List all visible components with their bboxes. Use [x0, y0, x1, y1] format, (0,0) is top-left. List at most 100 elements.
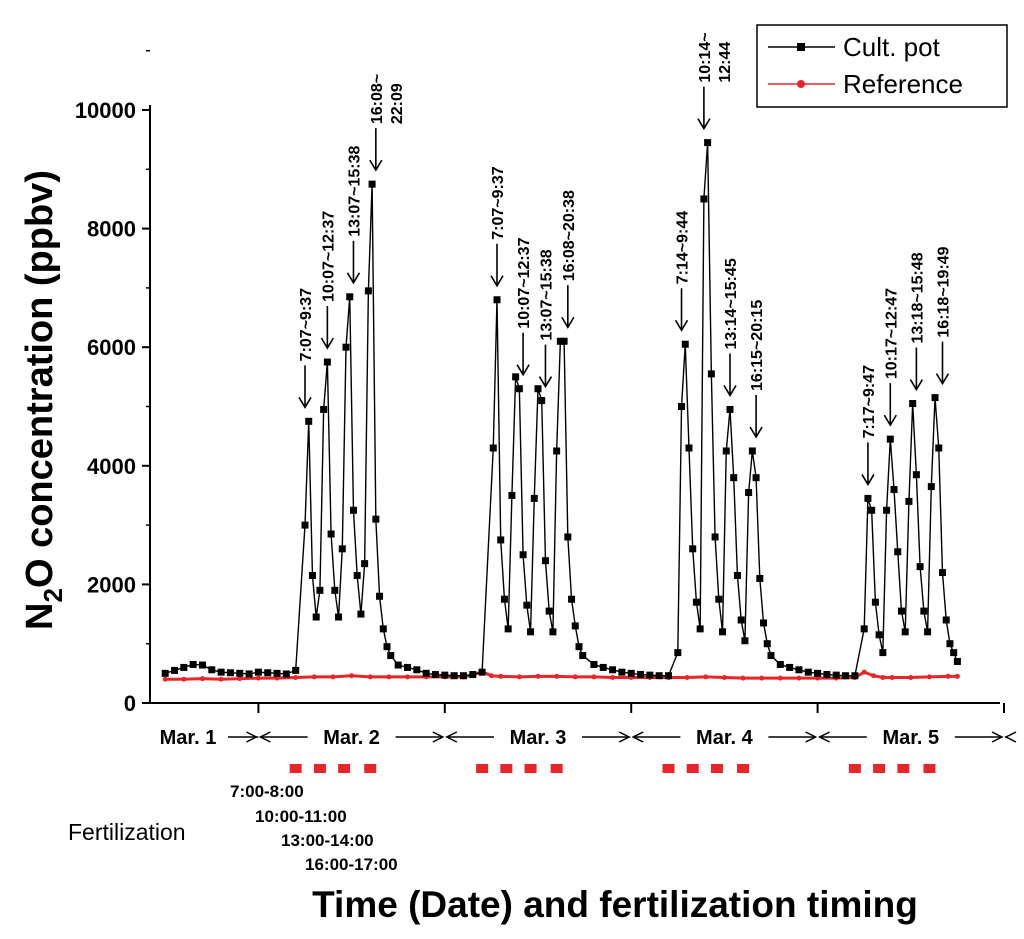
peak-annotation: 13:18~15:48 — [909, 252, 926, 392]
peak-annotation: 7:07~9:37 — [298, 288, 315, 409]
cult-pot-point — [627, 669, 635, 677]
cult-pot-point — [912, 471, 920, 479]
fertilization-mark — [848, 764, 861, 773]
cult-pot-point — [883, 506, 891, 514]
annotation-arrow-head — [909, 379, 924, 392]
reference-point — [554, 673, 560, 679]
cult-pot-point — [704, 139, 712, 147]
peak-annotation: 7:17~9:47 — [861, 365, 878, 486]
reference-point — [777, 675, 783, 681]
cult-pot-point — [795, 666, 803, 674]
cult-pot-point — [493, 296, 501, 304]
cult-pot-point — [842, 672, 850, 680]
annotation-label: 10:07~12:37 — [320, 211, 337, 302]
fertilization-mark — [873, 764, 886, 773]
annotation-arrow-head — [674, 319, 689, 332]
day-arrow-head — [618, 731, 631, 743]
peak-annotation: 7:14~9:44 — [674, 211, 692, 332]
fertilization-label: Fertilization — [68, 819, 186, 845]
cult-pot-point — [500, 595, 508, 603]
cult-pot-point — [678, 403, 686, 410]
cult-pot-point — [413, 666, 421, 674]
cult-pot-point — [931, 394, 939, 402]
cult-pot-point — [737, 616, 745, 624]
annotation-arrow-head — [538, 376, 553, 389]
reference-point — [386, 674, 392, 680]
day-label: Mar. 5 — [882, 727, 939, 749]
reference-point — [703, 674, 709, 680]
peak-annotation: 10:14~ 12:44 — [697, 32, 734, 131]
reference-point — [740, 675, 746, 681]
cult-pot-point — [776, 660, 784, 668]
fertilization-mark — [710, 764, 723, 773]
annotation-arrow-head — [561, 316, 575, 329]
day-label: Mar. 4 — [696, 727, 754, 749]
cult-pot-point — [579, 652, 587, 660]
cult-pot-point — [305, 417, 313, 425]
cult-pot-point — [696, 625, 704, 633]
cult-pot-point — [730, 474, 738, 482]
cult-pot-point — [254, 668, 262, 676]
cult-pot-point — [897, 607, 905, 615]
peak-annotation: 16:18~19:49 — [935, 246, 952, 386]
legend-cult-marker — [797, 43, 805, 51]
reference-point — [796, 675, 802, 681]
peak-annotation: 13:14~15:45 — [723, 258, 740, 398]
reference-point — [721, 675, 727, 681]
peak-annotation: 7:07~9:37 — [490, 166, 507, 288]
cult-pot-point — [924, 628, 932, 636]
cult-pot-point — [245, 670, 253, 678]
annotation-label: 13:18~15:48 — [909, 252, 926, 343]
cult-pot-point — [331, 586, 339, 594]
fertilization-mark — [289, 764, 302, 773]
y-axis-label: N2O concentration (ppbv) — [19, 170, 68, 630]
cult-pot-point — [860, 625, 868, 633]
day-label: Mar. 3 — [510, 727, 567, 749]
peak-annotation: 16:08~ 22:09 — [369, 74, 406, 172]
annotation-arrow-head — [749, 426, 763, 439]
cult-pot-point — [946, 640, 954, 648]
cult-pot-point — [700, 195, 708, 203]
fert-time-4: 16:00-17:00 — [305, 855, 398, 874]
cult-pot-point — [292, 666, 300, 674]
cult-pot-point — [879, 649, 887, 657]
cult-pot-point — [519, 551, 527, 559]
y-label-main: N — [19, 603, 61, 630]
cult-pot-point — [342, 343, 350, 351]
cult-pot-point — [804, 668, 812, 676]
reference-point — [954, 673, 960, 679]
cult-pot-point — [681, 340, 689, 348]
cult-pot-point — [655, 672, 663, 680]
cult-pot-point — [236, 669, 244, 677]
reference-point — [367, 674, 373, 680]
cult-pot-point — [590, 660, 598, 668]
annotation-label-2: 22:09 — [389, 83, 406, 124]
cult-pot-point — [312, 613, 320, 621]
cult-pot-point — [478, 668, 486, 676]
cult-pot-point — [920, 607, 928, 615]
cult-pot-point — [264, 669, 272, 677]
reference-point — [610, 675, 616, 681]
annotation-label: 13:14~15:45 — [723, 258, 740, 349]
cult-pot-point — [927, 483, 935, 491]
fertilization-mark — [500, 764, 513, 773]
fertilization-mark — [662, 764, 675, 773]
legend-ref-label: Reference — [843, 69, 963, 99]
cult-pot-point — [664, 672, 672, 680]
cult-pot-point — [942, 616, 950, 624]
cult-pot-point — [646, 671, 654, 679]
cult-pot-point — [308, 572, 316, 580]
cult-pot-point — [469, 671, 477, 679]
annotation-label: 10:07~12:37 — [516, 237, 533, 328]
cult-pot-point — [349, 506, 357, 514]
reference-point — [498, 673, 504, 679]
fertilization-mark — [338, 764, 351, 773]
reference-point — [162, 676, 168, 682]
reference-point — [349, 673, 355, 679]
cult-pot-point — [901, 628, 909, 636]
y-tick-label: 4000 — [87, 454, 136, 479]
cult-pot-point — [851, 672, 859, 680]
cult-pot-point — [599, 663, 607, 671]
cult-pot-point — [786, 663, 794, 671]
